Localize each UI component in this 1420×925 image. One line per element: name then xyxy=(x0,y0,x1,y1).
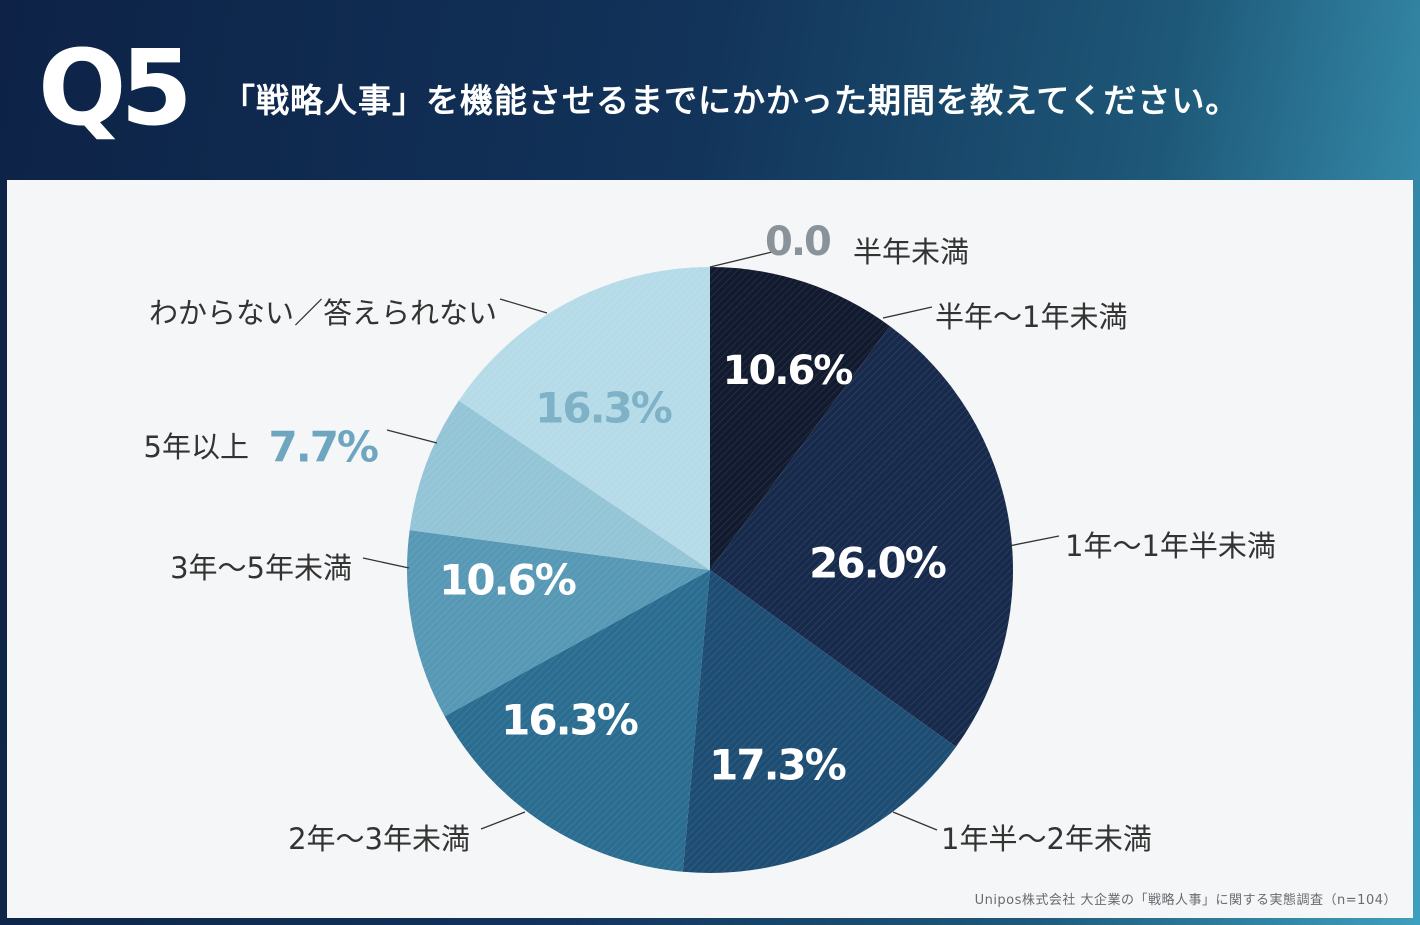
slice-value-label: 10.6% xyxy=(723,348,853,394)
leader-line xyxy=(386,429,438,444)
leader-line xyxy=(499,298,548,314)
leader-line xyxy=(1008,535,1060,547)
slice-value-label: 16.3% xyxy=(535,384,672,433)
pie-slice-texture xyxy=(458,267,710,570)
source-note: Unipos株式会社 大企業の「戦略人事」に関する実態調査（n=104） xyxy=(974,893,1397,908)
pie-slice-texture xyxy=(682,570,956,873)
chart-panel: 0.0 半年未満 10.6% 半年〜1年未満 26.0% 1年〜1年半未満 17.3% 1年半… xyxy=(7,180,1413,918)
slice-category-label: わからない／答えられない xyxy=(149,296,497,330)
slice-value-label: 0.0 xyxy=(765,219,830,265)
pie-slice-texture xyxy=(710,267,890,570)
question-title: 「戦略人事」を機能させるまでにかかった期間を教えてください。 xyxy=(222,81,1240,120)
leader-line xyxy=(362,557,410,569)
pie-slice-texture xyxy=(409,400,710,570)
pie-chart: 0.0 半年未満 10.6% 半年〜1年未満 26.0% 1年〜1年半未満 17.3% 1年半… xyxy=(144,219,1276,873)
header: Q5 「戦略人事」を機能させるまでにかかった期間を教えてください。 xyxy=(0,0,1420,180)
leader-line xyxy=(480,811,526,830)
slice-category-label: 2年〜3年未満 xyxy=(288,822,470,856)
slice-category-label: 3年〜5年未満 xyxy=(170,551,352,585)
leader-line xyxy=(882,306,933,319)
slice-category-label: 5年以上 xyxy=(144,430,249,464)
slice-category-label: 1年〜1年半未満 xyxy=(1065,529,1276,563)
slice-value-label: 17.3% xyxy=(709,741,846,790)
slice-value-label: 26.0% xyxy=(809,539,946,588)
leader-line xyxy=(892,811,938,831)
leader-line xyxy=(709,251,773,268)
slice-category-label: 1年半〜2年未満 xyxy=(941,822,1152,856)
slice-value-label: 10.6% xyxy=(439,556,576,605)
slice-category-label: 半年未満 xyxy=(853,235,969,269)
slice-value-label: 7.7% xyxy=(269,423,378,472)
slice-value-label: 16.3% xyxy=(501,696,638,745)
pie-slice-texture xyxy=(407,530,710,717)
slice-category-label: 半年〜1年未満 xyxy=(935,300,1127,334)
question-number: Q5 xyxy=(38,27,193,149)
pie-slice-texture xyxy=(710,326,1014,747)
pie-slice-texture xyxy=(444,570,710,872)
